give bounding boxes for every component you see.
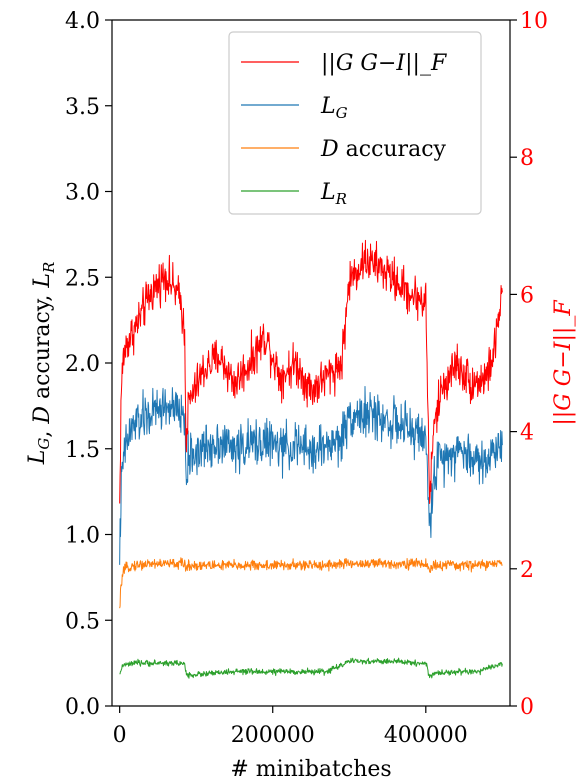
y-right-tick-label: 2 [520,558,534,583]
series-layer [119,239,503,679]
y-left-tick-label: 0.5 [65,609,100,634]
y-right-tick-label: 4 [520,421,534,446]
y-left-tick-label: 1.0 [65,524,100,549]
series-line-3 [119,657,503,679]
y-left-tick-label: 3.0 [65,181,100,206]
series-line-0 [119,239,503,505]
series-line-1 [119,385,503,565]
series-line-2 [119,557,503,609]
y-left-axis-label-group: LG, D accuracy, LR [25,262,58,466]
y-right-tick-label: 8 [520,146,534,171]
y-right-tick-label: 0 [520,695,534,720]
y-left-tick-label: 4.0 [65,9,100,34]
x-axis-label: # minibatches [230,757,391,782]
y-right-axis-label-group: ||G G−I||_F [551,300,576,426]
legend-label-0: ||G G−I||_F [321,51,447,76]
y-left-tick-label: 0.0 [65,695,100,720]
legend: ||G G−I||_F LG D accuracy LR [228,31,482,215]
axes-layer: 0.0 0.5 1.0 1.5 2.0 2.5 3.0 3.5 4.0 0 2 4 6 8 10 0 20000… [25,9,576,782]
y-left-tick-label: 2.0 [65,352,100,377]
y-left-tick-label: 1.5 [65,438,100,463]
y-right-axis-label: ||G G−I||_F [551,300,576,426]
legend-box [228,31,482,215]
y-right-tick-label: 10 [520,9,548,34]
y-right-tick-label: 6 [520,283,534,308]
legend-label-2: D accuracy [320,137,447,162]
y-left-axis-label: LG, D accuracy, LR [25,262,58,466]
legend-label-3: LR [320,180,347,208]
y-left-tick-label: 2.5 [65,266,100,291]
legend-label-1: LG [320,94,348,122]
x-tick-label: 0 [113,723,127,748]
y-left-tick-label: 3.5 [65,95,100,120]
x-tick-label: 400000 [384,723,468,748]
x-tick-label: 200000 [231,723,315,748]
